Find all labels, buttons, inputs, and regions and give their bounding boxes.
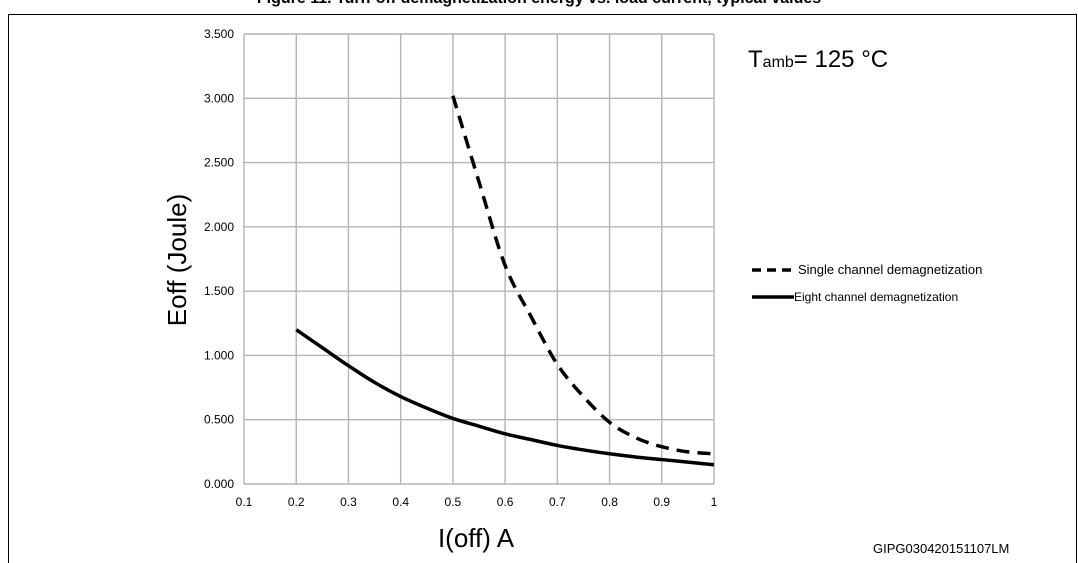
- x-tick-label: 0.4: [392, 495, 409, 509]
- legend-label: Eight channel demagnetization: [794, 290, 958, 304]
- grid: [243, 33, 715, 485]
- series-lines: [295, 95, 715, 467]
- legend-label: Single channel demagnetization: [798, 262, 982, 277]
- y-axis-label: Eoff (Joule): [162, 194, 192, 326]
- x-tick-label: 0.1: [236, 495, 253, 509]
- x-tick-label: 0.5: [445, 495, 462, 509]
- y-tick-label: 2.000: [204, 220, 234, 234]
- eight-channel-series-line: [295, 328, 715, 467]
- x-tick-label: 0.7: [549, 495, 566, 509]
- tick-labels: 0.1 0.2 0.3 0.4 0.5 0.6 0.7 0.8 0.9 1 0.000 0.500 1.…: [204, 27, 718, 509]
- x-tick-label: 0.6: [497, 495, 514, 509]
- condition-subscript: amb: [762, 54, 794, 71]
- x-tick-label: 1: [711, 495, 718, 509]
- figure-code: GIPG030420151107LM: [873, 541, 1010, 556]
- figure-title: Figure 11. Turn-off demagnetization ener…: [0, 0, 1078, 8]
- condition-prefix: T: [748, 46, 763, 73]
- x-tick-label: 0.2: [288, 495, 305, 509]
- x-tick-label: 0.3: [340, 495, 357, 509]
- condition-value: = 125 °C: [793, 46, 889, 73]
- y-tick-label: 0.000: [204, 477, 234, 491]
- single-channel-series-line: [451, 95, 715, 456]
- x-tick-label: 0.9: [653, 495, 670, 509]
- x-axis-label: I(off) A: [438, 523, 515, 553]
- x-tick-label: 0.8: [601, 495, 618, 509]
- condition-label: Tamb= 125 °C: [748, 46, 888, 74]
- y-tick-label: 0.500: [204, 413, 234, 427]
- y-tick-label: 1.000: [204, 348, 234, 362]
- y-tick-label: 3.500: [204, 27, 234, 41]
- figure-frame: [8, 14, 1077, 563]
- y-tick-label: 3.000: [204, 91, 234, 105]
- y-tick-label: 2.500: [204, 156, 234, 170]
- y-tick-label: 1.500: [204, 284, 234, 298]
- legend: Single channel demagnetization Eight chan…: [752, 262, 982, 304]
